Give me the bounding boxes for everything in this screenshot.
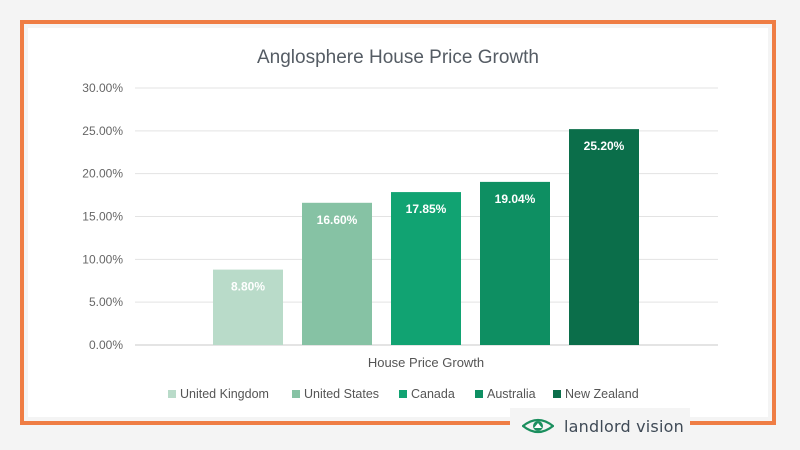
brand-name: landlord vision [564, 416, 684, 436]
legend-label: Australia [487, 387, 536, 401]
bar [213, 269, 283, 345]
legend-swatch [475, 390, 483, 398]
brand-logo: landlord vision [510, 408, 690, 444]
y-tick-label: 5.00% [89, 295, 123, 309]
legend-swatch [553, 390, 561, 398]
legend-swatch [168, 390, 176, 398]
x-axis-label: House Price Growth [368, 355, 484, 370]
bar-data-label: 17.85% [406, 202, 447, 216]
eye-logo-icon [522, 418, 554, 434]
legend-label: New Zealand [565, 387, 639, 401]
bar-data-label: 16.60% [317, 213, 358, 227]
legend-label: Canada [411, 387, 455, 401]
legend-label: United Kingdom [180, 387, 269, 401]
legend-label: United States [304, 387, 379, 401]
bar [480, 181, 550, 345]
bar [569, 129, 639, 345]
y-tick-label: 10.00% [82, 252, 123, 266]
y-tick-label: 15.00% [82, 210, 123, 224]
bar-data-label: 8.80% [231, 280, 265, 294]
chart-panel: Anglosphere House Price Growth 0.00% 5.00%… [28, 28, 768, 417]
bar [391, 192, 461, 345]
legend-swatch [292, 390, 300, 398]
y-tick-label: 20.00% [82, 167, 123, 181]
chart-frame [20, 20, 776, 425]
y-tick-label: 0.00% [89, 338, 123, 352]
chart-title: Anglosphere House Price Growth [257, 47, 539, 68]
bar [302, 202, 372, 345]
bar-chart: Anglosphere House Price Growth 0.00% 5.00%… [82, 47, 718, 401]
legend-swatch [399, 390, 407, 398]
y-tick-label: 30.00% [82, 81, 123, 95]
bar-data-label: 25.20% [584, 139, 625, 153]
bar-data-label: 19.04% [495, 192, 536, 206]
y-tick-label: 25.00% [82, 124, 123, 138]
